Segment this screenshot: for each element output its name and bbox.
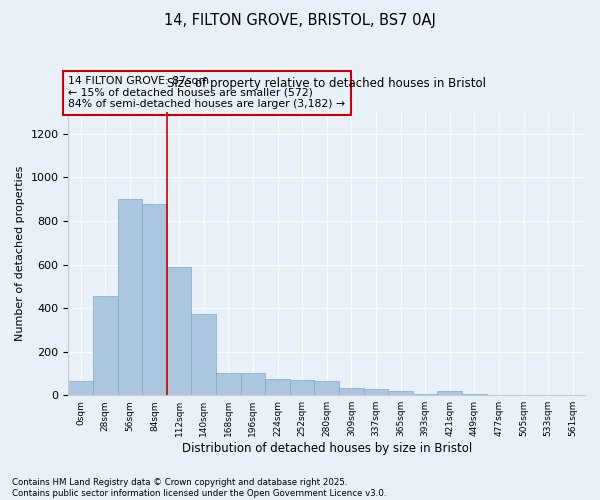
Bar [241, 374, 265, 395]
Title: Size of property relative to detached houses in Bristol: Size of property relative to detached ho… [167, 77, 486, 90]
Text: Contains HM Land Registry data © Crown copyright and database right 2025.
Contai: Contains HM Land Registry data © Crown c… [12, 478, 386, 498]
Bar [68, 381, 93, 395]
Bar [142, 204, 167, 395]
Bar [290, 380, 314, 395]
Bar [191, 314, 216, 395]
Bar [265, 379, 290, 395]
Bar [314, 381, 339, 395]
Bar [118, 199, 142, 395]
Bar [339, 388, 364, 395]
Bar [413, 394, 437, 395]
Bar [167, 266, 191, 395]
Bar [462, 394, 487, 395]
Y-axis label: Number of detached properties: Number of detached properties [15, 166, 25, 342]
Bar [216, 374, 241, 395]
Bar [437, 391, 462, 395]
Text: 14 FILTON GROVE: 87sqm
← 15% of detached houses are smaller (572)
84% of semi-de: 14 FILTON GROVE: 87sqm ← 15% of detached… [68, 76, 346, 109]
X-axis label: Distribution of detached houses by size in Bristol: Distribution of detached houses by size … [182, 442, 472, 455]
Text: 14, FILTON GROVE, BRISTOL, BS7 0AJ: 14, FILTON GROVE, BRISTOL, BS7 0AJ [164, 12, 436, 28]
Bar [388, 391, 413, 395]
Bar [93, 296, 118, 395]
Bar [364, 388, 388, 395]
